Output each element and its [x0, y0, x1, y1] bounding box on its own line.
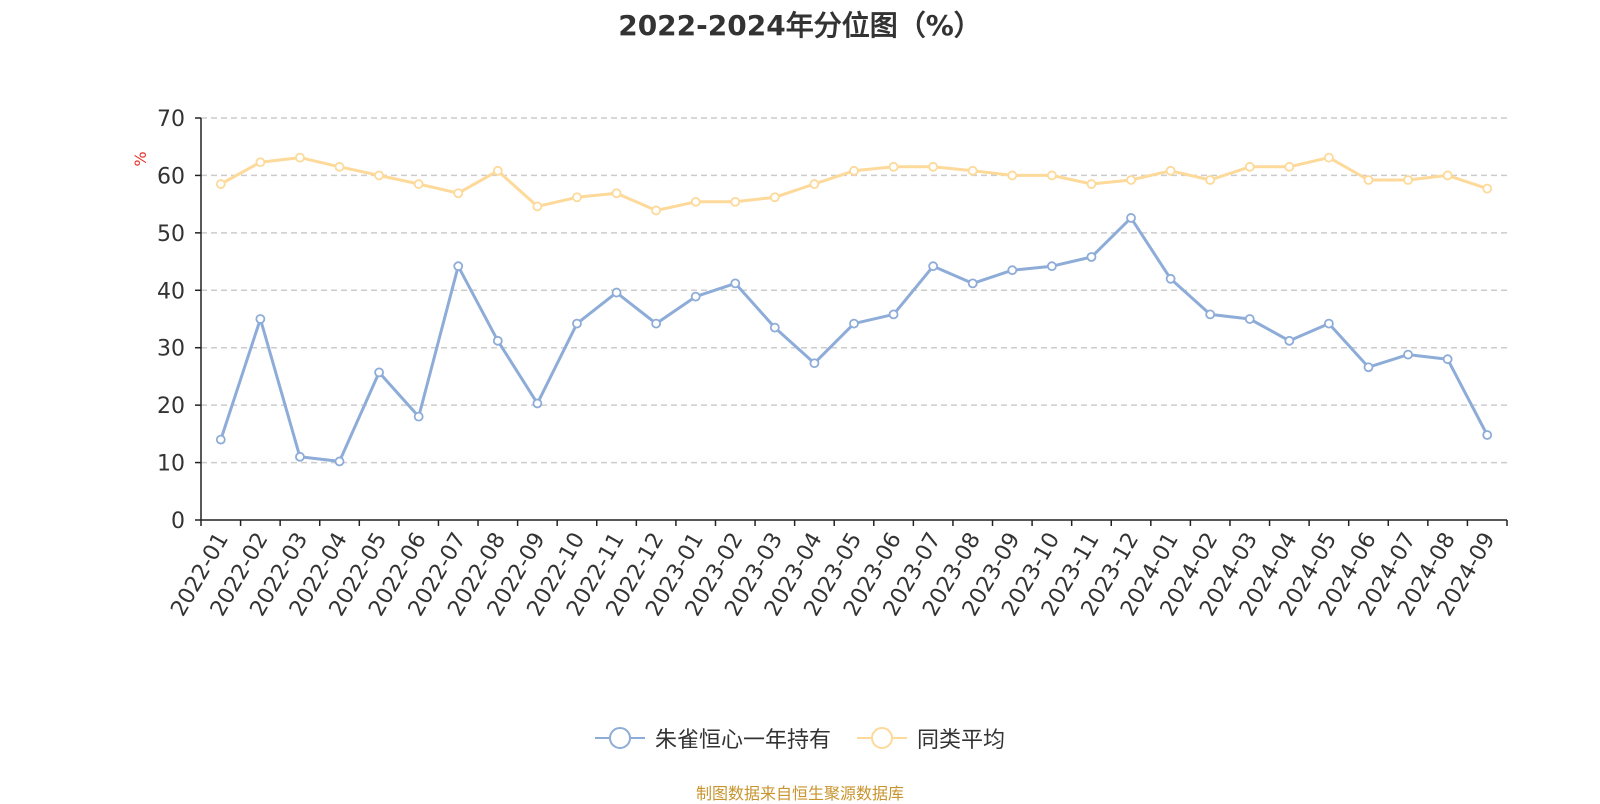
series-2-point — [651, 205, 662, 216]
series-2-point — [374, 170, 384, 181]
series-2-point — [572, 192, 582, 203]
y-tick-label: 20 — [157, 394, 185, 419]
series-2-point — [1482, 183, 1493, 194]
series-2-point — [769, 192, 780, 203]
series-1-point — [413, 411, 424, 422]
series-1-point — [1244, 314, 1255, 324]
series-1-point — [690, 291, 701, 302]
legend-label-series-1: 朱雀恒心一年持有 — [654, 728, 831, 753]
series-2-point — [1205, 175, 1216, 185]
y-tick-label: 70 — [157, 107, 185, 132]
series-1-point — [809, 358, 820, 369]
series-1-point — [1363, 362, 1374, 373]
series-2-point — [730, 196, 741, 207]
series-1-point — [888, 309, 899, 320]
series-1-point — [1007, 265, 1018, 276]
series-1-point — [295, 451, 305, 462]
series-2-point — [295, 152, 305, 163]
series-lines — [215, 152, 1493, 467]
series-2-point — [1046, 170, 1057, 181]
series-1-point — [453, 261, 464, 272]
series-2-point — [1086, 179, 1097, 189]
legend-line-circle-icon — [594, 727, 645, 749]
series-1-point — [849, 318, 859, 329]
series-1-point — [1442, 354, 1453, 365]
series-1-point — [1126, 213, 1136, 223]
y-tick-label: 50 — [157, 222, 185, 247]
series-1-point — [1205, 309, 1216, 320]
series-1-point — [1482, 430, 1493, 440]
series-1-point — [572, 318, 582, 329]
y-tick-label: 10 — [157, 452, 185, 477]
series-2-point — [967, 165, 978, 176]
legend: 朱雀恒心一年持有 同类平均 — [0, 722, 1600, 754]
series-2-point — [1007, 170, 1018, 181]
y-tick-label: 0 — [171, 509, 185, 534]
series-2-point — [1403, 175, 1413, 185]
legend-line-circle-icon — [857, 727, 907, 749]
legend-label-series-2: 同类平均 — [917, 728, 1006, 753]
series-1-point — [255, 314, 266, 324]
legend-item-series-1[interactable]: 朱雀恒心一年持有 — [594, 722, 831, 754]
series-2-point — [849, 165, 859, 176]
y-axis-label: % — [131, 151, 150, 166]
series-1-point — [651, 318, 662, 329]
series-2-point — [1324, 152, 1334, 163]
source-note: 制图数据来自恒生聚源数据库 — [695, 784, 904, 803]
series-2-point — [532, 201, 543, 212]
series-2-point — [1363, 175, 1374, 185]
series-1-point — [611, 287, 622, 298]
legend-item-series-2[interactable]: 同类平均 — [857, 722, 1005, 754]
series-2-point — [215, 179, 226, 189]
series-2-point — [255, 157, 266, 168]
series-1-point — [1403, 349, 1413, 360]
series-2-point — [888, 161, 899, 172]
series-2-point — [1244, 161, 1255, 172]
series-2-point — [1284, 161, 1295, 172]
series-line-2 — [220, 156, 1488, 212]
series-line-1 — [219, 216, 1489, 463]
series-2-point — [928, 161, 939, 172]
series-1-point — [730, 278, 741, 289]
series-1-point — [374, 367, 384, 378]
series-2-point — [611, 188, 622, 199]
series-2-point — [334, 161, 345, 172]
chart-title: 2022-2024年分位图（%） — [618, 9, 982, 42]
series-1-point — [928, 261, 939, 272]
series-1-point — [492, 335, 503, 346]
y-tick-label: 40 — [157, 279, 185, 304]
series-2-point — [1442, 170, 1453, 181]
series-1-point — [1284, 335, 1295, 346]
series-1-point — [769, 322, 780, 333]
series-2-point — [1165, 165, 1176, 176]
series-2-point — [453, 188, 464, 199]
series-2-point — [492, 165, 503, 176]
series-1-point — [532, 398, 543, 409]
series-1-point — [1324, 318, 1334, 329]
series-1-point — [967, 278, 978, 289]
series-1-point — [1046, 261, 1057, 272]
series-1-point — [334, 456, 345, 467]
series-2-point — [1126, 175, 1136, 185]
series-1-point — [1086, 252, 1097, 262]
series-2-point — [690, 196, 701, 207]
y-tick-label: 30 — [157, 337, 185, 362]
series-2-point — [809, 179, 820, 189]
series-1-point — [1165, 273, 1176, 284]
series-1-point — [215, 434, 226, 445]
series-2-point — [413, 179, 424, 189]
y-tick-label: 60 — [157, 164, 185, 189]
